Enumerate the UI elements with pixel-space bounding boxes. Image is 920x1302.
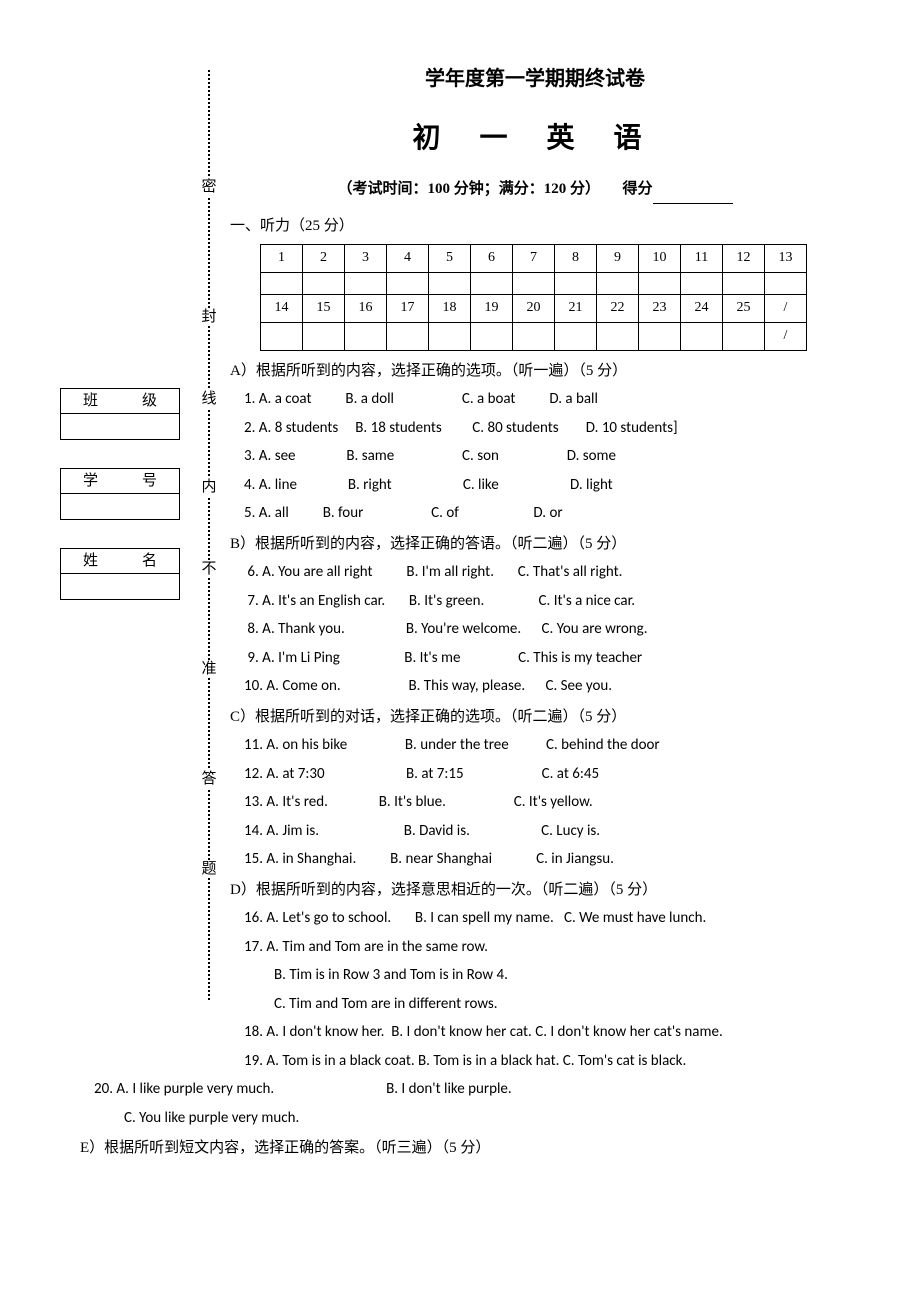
class-input[interactable] (60, 414, 180, 440)
answer-grid-input-row[interactable] (261, 273, 807, 295)
question-line: 6. A. You are all right B. I'm all right… (230, 558, 840, 587)
part-b-header: B）根据所听到的内容，选择正确的答语。（听二遍）（5 分） (230, 530, 840, 559)
answer-grid-input-row[interactable]: / (261, 323, 807, 351)
question-line: 10. A. Come on. B. This way, please. C. … (230, 672, 840, 701)
question-line: 18. A. I don't know her. B. I don't know… (230, 1018, 840, 1047)
question-line: 4. A. line B. right C. like D. light (230, 471, 840, 500)
binding-char: 准 (200, 660, 218, 678)
student-number-field-group: 学 号 (60, 468, 180, 520)
question-line: 11. A. on his bike B. under the tree C. … (230, 731, 840, 760)
question-line: 5. A. all B. four C. of D. or (230, 499, 840, 528)
question-line: 7. A. It's an English car. B. It's green… (230, 587, 840, 616)
binding-margin: 密 封 线 内 不 准 答 题 (200, 70, 220, 1000)
question-line: 8. A. Thank you. B. You're welcome. C. Y… (230, 615, 840, 644)
binding-char: 线 (200, 390, 218, 408)
class-label: 班 级 (60, 388, 180, 414)
binding-char: 密 (200, 178, 218, 196)
answer-grid: 1 2 3 4 5 6 7 8 9 10 11 12 13 14 15 16 1… (260, 244, 807, 351)
question-sub-line: B. Tim is in Row 3 and Tom is in Row 4. (230, 961, 840, 990)
question-sub-line: C. You like purple very much. (80, 1104, 840, 1133)
question-line: 13. A. It's red. B. It's blue. C. It's y… (230, 788, 840, 817)
question-line: 3. A. see B. same C. son D. some (230, 442, 840, 471)
name-input[interactable] (60, 574, 180, 600)
student-number-input[interactable] (60, 494, 180, 520)
question-line: 17. A. Tim and Tom are in the same row. (230, 933, 840, 962)
student-number-label: 学 号 (60, 468, 180, 494)
binding-char: 封 (200, 308, 218, 326)
question-sub-line: C. Tim and Tom are in different rows. (230, 990, 840, 1019)
part-d-header: D）根据所听到的内容，选择意思相近的一次。（听二遍）（5 分） (230, 876, 840, 905)
student-info-boxes: 班 级 学 号 姓 名 (60, 388, 180, 628)
binding-char: 答 (200, 770, 218, 788)
exam-subject: 初 一 英 语 (230, 112, 840, 165)
binding-char: 内 (200, 478, 218, 496)
exam-title: 学年度第一学期期终试卷 (230, 60, 840, 98)
name-field-group: 姓 名 (60, 548, 180, 600)
binding-char: 不 (200, 560, 218, 578)
binding-char: 题 (200, 860, 218, 878)
answer-grid-header-row: 1 2 3 4 5 6 7 8 9 10 11 12 13 (261, 245, 807, 273)
exam-info: （考试时间：100 分钟；满分：120 分） 得分 (230, 175, 840, 204)
part-e-header: E）根据所听到短文内容，选择正确的答案。（听三遍）（5 分） (80, 1134, 840, 1163)
score-blank[interactable] (653, 203, 733, 204)
question-line: 16. A. Let's go to school. B. I can spel… (230, 904, 840, 933)
class-field-group: 班 级 (60, 388, 180, 440)
question-line: 15. A. in Shanghai. B. near Shanghai C. … (230, 845, 840, 874)
question-line: 19. A. Tom is in a black coat. B. Tom is… (230, 1047, 840, 1076)
section-1-header: 一、听力（25 分） (230, 212, 840, 241)
name-label: 姓 名 (60, 548, 180, 574)
part-c-header: C）根据所听到的对话，选择正确的选项。（听二遍）（5 分） (230, 703, 840, 732)
question-line: 14. A. Jim is. B. David is. C. Lucy is. (230, 817, 840, 846)
exam-content: 学年度第一学期期终试卷 初 一 英 语 （考试时间：100 分钟；满分：120 … (230, 60, 840, 1163)
answer-grid-header-row: 14 15 16 17 18 19 20 21 22 23 24 25 / (261, 295, 807, 323)
part-a-header: A）根据所听到的内容，选择正确的选项。（听一遍）（5 分） (230, 357, 840, 386)
question-line: 20. A. I like purple very much. B. I don… (80, 1075, 840, 1104)
question-line: 1. A. a coat B. a doll C. a boat D. a ba… (230, 385, 840, 414)
question-line: 2. A. 8 students B. 18 students C. 80 st… (230, 414, 840, 443)
question-line: 9. A. I'm Li Ping B. It's me C. This is … (230, 644, 840, 673)
question-line: 12. A. at 7:30 B. at 7:15 C. at 6:45 (230, 760, 840, 789)
